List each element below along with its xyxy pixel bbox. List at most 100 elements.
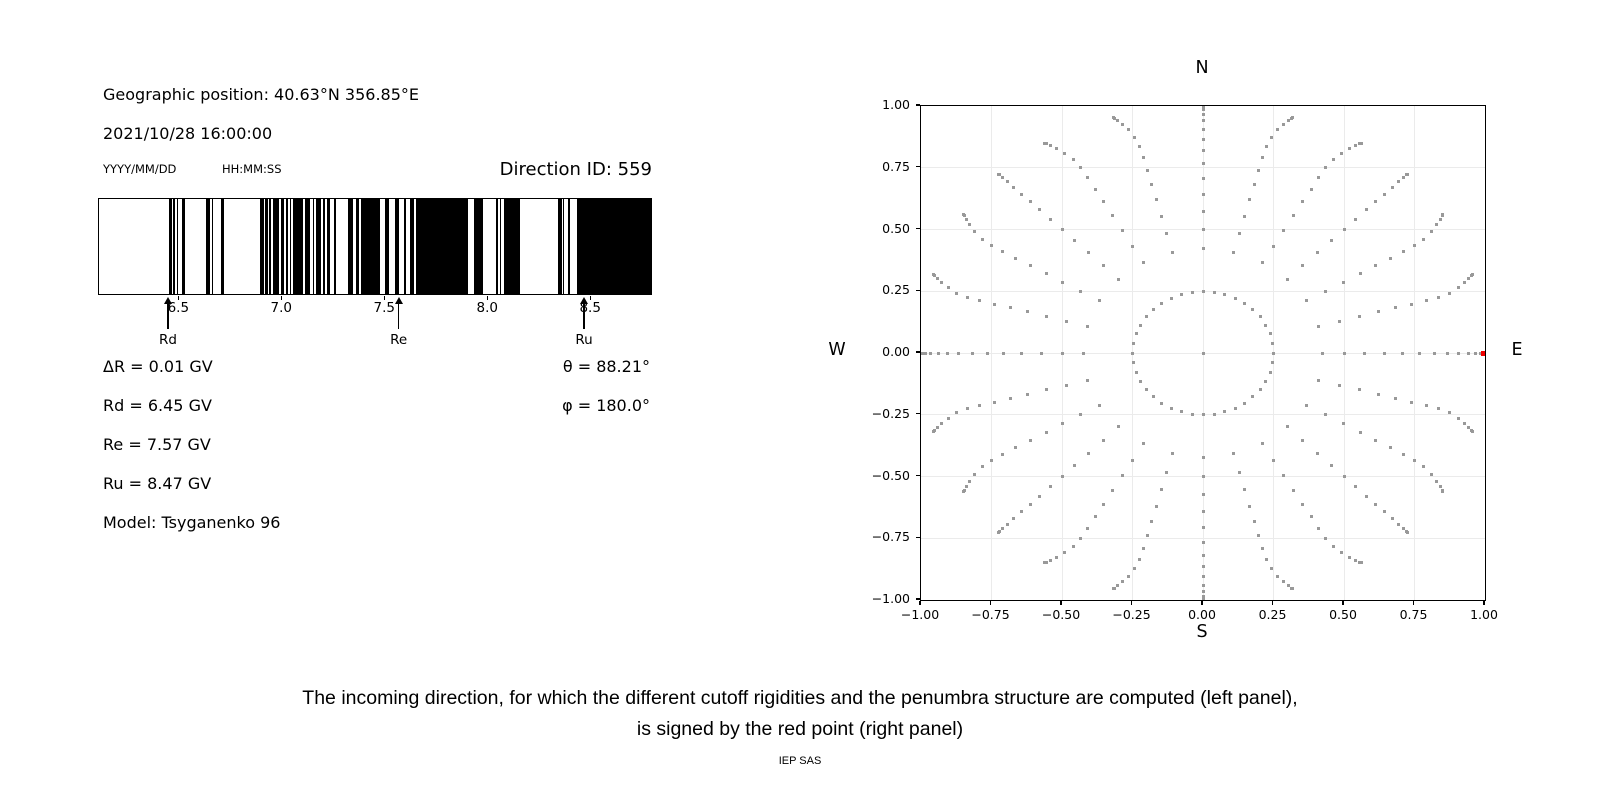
direction-dot xyxy=(1141,441,1145,445)
barcode-tick xyxy=(177,296,180,300)
direction-dot xyxy=(1154,198,1158,202)
direction-dot xyxy=(1201,112,1205,116)
direction-dot xyxy=(1120,228,1124,232)
direction-dot xyxy=(1101,200,1105,204)
direction-dot xyxy=(1437,296,1441,299)
direction-dot xyxy=(992,302,996,306)
scatter-y-tick-label: −1.00 xyxy=(871,591,910,606)
direction-dot xyxy=(1400,351,1404,355)
marker-arrow-stem xyxy=(167,303,169,329)
direction-dot xyxy=(1038,494,1042,498)
direction-dot xyxy=(1151,307,1155,311)
direction-dot xyxy=(968,223,972,227)
scatter-y-tick-label: 0.00 xyxy=(882,344,910,359)
direction-dot xyxy=(1358,430,1362,434)
barcode-tick xyxy=(280,296,282,300)
penumbra-bar xyxy=(206,199,210,294)
direction-dot xyxy=(1048,559,1052,563)
penumbra-bar xyxy=(394,199,400,294)
barcode-tick-label: 6.5 xyxy=(167,300,190,316)
direction-dot xyxy=(1101,264,1105,268)
direction-dot xyxy=(1292,489,1296,492)
direction-dot xyxy=(1190,412,1194,416)
scatter-y-tick xyxy=(916,289,920,291)
direction-dot xyxy=(1315,251,1319,255)
direction-dot xyxy=(1201,475,1205,478)
scatter-y-tick xyxy=(916,104,920,106)
direction-dot xyxy=(1086,324,1090,328)
direction-dot xyxy=(1413,244,1416,248)
direction-dot xyxy=(1111,587,1115,591)
direction-dot xyxy=(1374,502,1378,506)
direction-dot xyxy=(1470,272,1474,276)
direction-dot xyxy=(1417,351,1421,355)
direction-dot xyxy=(1304,403,1308,407)
direction-dot xyxy=(1120,474,1124,478)
scatter-x-tick xyxy=(919,600,921,605)
barcode-tick xyxy=(383,296,385,300)
direction-dot xyxy=(1086,176,1089,180)
direction-dot xyxy=(1285,425,1289,429)
direction-dot xyxy=(1201,493,1205,497)
penumbra-bar xyxy=(169,199,172,294)
direction-dot xyxy=(936,351,940,355)
direction-dot xyxy=(1065,383,1069,387)
geographic-position-text: Geographic position: 40.63°N 356.85°E xyxy=(103,85,419,104)
direction-dot xyxy=(1116,584,1120,588)
direction-dot xyxy=(1354,485,1358,489)
direction-dot xyxy=(1038,208,1042,212)
direction-dot xyxy=(1043,561,1047,565)
direction-dot xyxy=(1001,452,1005,456)
direction-dot xyxy=(1086,378,1090,382)
direction-dot xyxy=(1026,392,1030,396)
direction-dot xyxy=(1071,158,1075,162)
direction-dot xyxy=(1151,395,1155,399)
direction-dot xyxy=(1232,250,1236,254)
direction-dot xyxy=(1014,256,1018,260)
direction-dot xyxy=(1242,401,1246,405)
penumbra-bar xyxy=(315,199,321,294)
direction-dot xyxy=(1342,475,1346,478)
direction-dot xyxy=(1357,314,1361,318)
direction-dot xyxy=(1388,446,1392,450)
direction-dot xyxy=(1061,422,1065,426)
scatter-y-tick-label: −0.75 xyxy=(871,529,910,545)
direction-dot xyxy=(1374,438,1378,442)
penumbra-bar xyxy=(304,199,310,294)
penumbra-bar xyxy=(173,199,175,294)
direction-dot xyxy=(1201,162,1205,166)
direction-dot xyxy=(1201,540,1205,544)
direction-dot xyxy=(1008,396,1012,400)
direction-dot xyxy=(1341,422,1345,426)
direction-dot xyxy=(1456,416,1460,420)
penumbra-bar xyxy=(177,199,179,294)
direction-dot xyxy=(1110,489,1114,492)
direction-dot xyxy=(1028,264,1032,268)
direction-dot xyxy=(1286,118,1290,122)
direction-dot xyxy=(978,299,982,303)
penumbra-bar xyxy=(220,199,224,294)
direction-dot xyxy=(1121,580,1125,584)
direction-dot xyxy=(1448,411,1451,415)
theta-text: θ = 88.21° xyxy=(562,357,650,376)
scatter-x-tick-label: 0.00 xyxy=(1188,606,1216,622)
direction-dot xyxy=(1323,289,1327,293)
direction-dot xyxy=(1131,244,1134,248)
direction-dot xyxy=(1269,135,1273,139)
penumbra-bar xyxy=(567,199,570,294)
direction-dot xyxy=(1397,522,1400,526)
direction-dot xyxy=(1086,526,1089,530)
direction-dot xyxy=(1014,446,1018,450)
direction-dot xyxy=(1131,361,1135,365)
direction-dot xyxy=(1165,470,1168,474)
direction-dot xyxy=(1145,168,1149,172)
direction-dot xyxy=(1437,407,1441,410)
direction-dot xyxy=(1462,421,1466,425)
direction-dot xyxy=(1441,212,1445,216)
direction-dot xyxy=(1060,475,1064,478)
direction-dot xyxy=(1342,351,1346,355)
direction-dot xyxy=(1364,494,1368,498)
scatter-y-axis: 1.00 0.75 0.50 0.25 0.00 −0.25 −0.50 −0.75 −1.00 xyxy=(850,97,920,606)
scatter-x-tick xyxy=(1060,600,1062,605)
direction-dot xyxy=(1079,289,1083,293)
